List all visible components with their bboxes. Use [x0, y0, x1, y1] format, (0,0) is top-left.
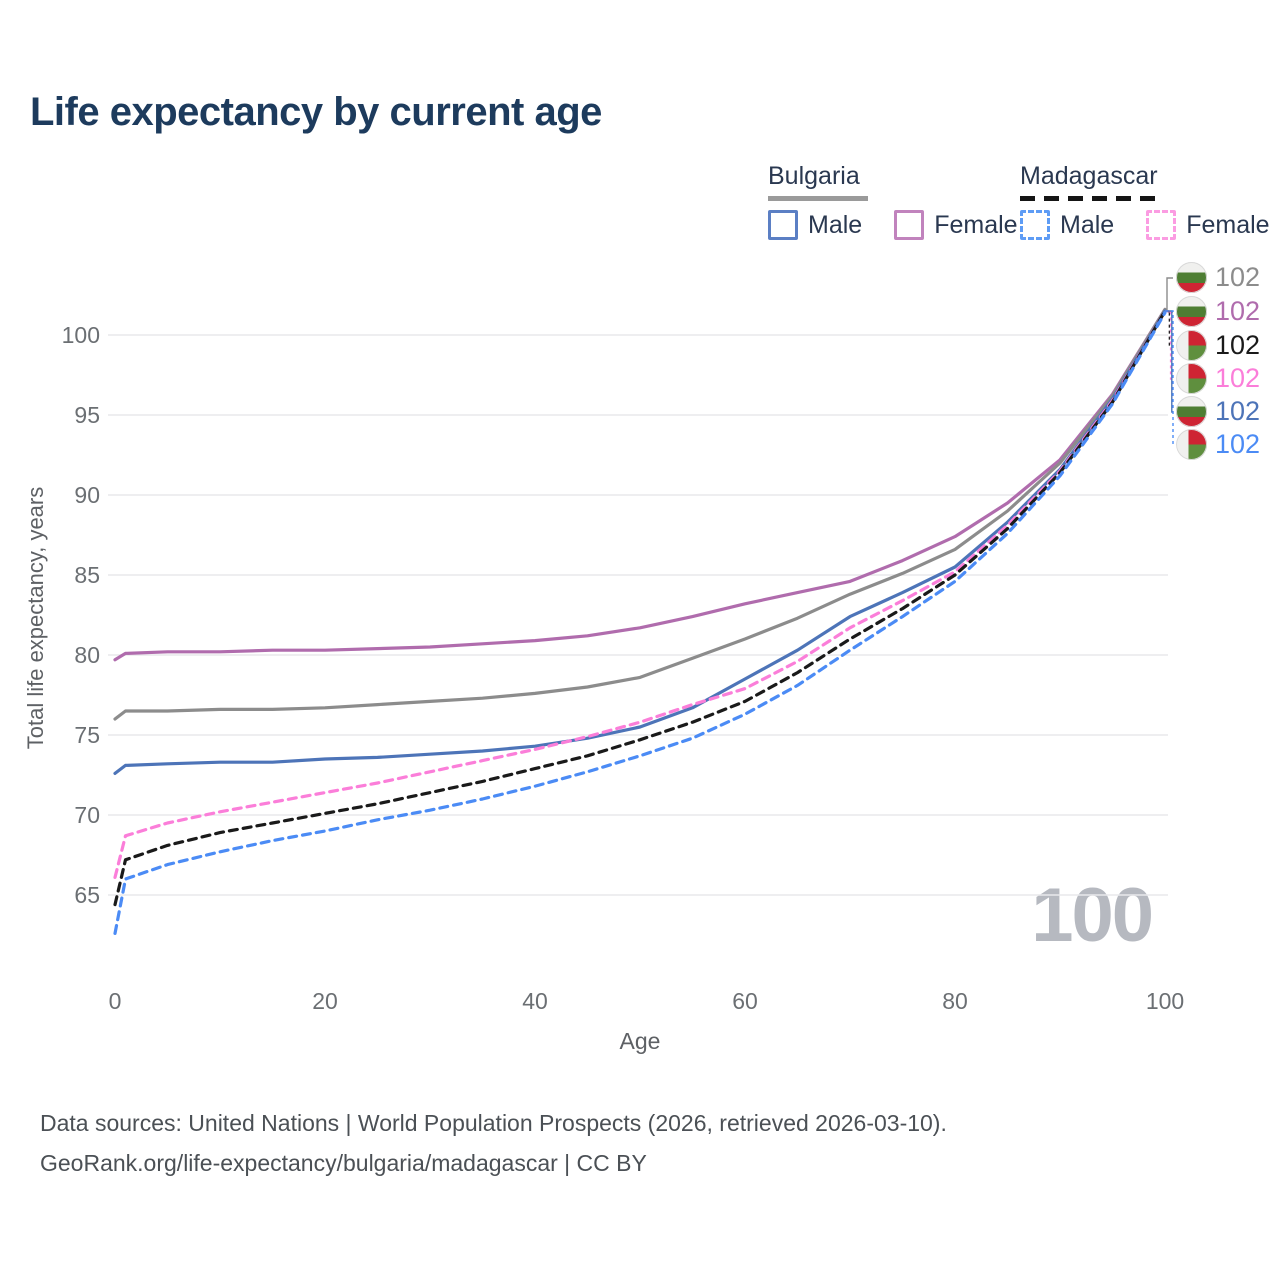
end-label-row-bulgaria_male: 102 [1176, 396, 1260, 427]
attribution-link[interactable]: GeoRank.org/life-expectancy/bulgaria/mad… [40, 1150, 647, 1176]
y-tick-65: 65 [74, 882, 100, 908]
x-tick-60: 60 [732, 988, 758, 1014]
madagascar-flag-icon [1176, 363, 1207, 394]
end-value-bulgaria_female: 102 [1215, 296, 1261, 326]
end-label-row-madagascar_female: 102 [1176, 363, 1260, 394]
line-madagascar_female [113, 309, 1167, 880]
legend-swatch-bulgaria-female[interactable] [894, 210, 925, 240]
madagascar-line-style-swatch [1020, 196, 1160, 201]
end-label-row-bulgaria_total: 102 [1176, 262, 1260, 293]
y-axis-title: Total life expectancy, years [23, 486, 48, 750]
end-value-madagascar_male: 102 [1215, 429, 1261, 459]
legend-group-madagascar: Madagascar Male Female [1020, 162, 1270, 240]
end-value-madagascar_female: 102 [1215, 363, 1261, 393]
x-tick-80: 80 [942, 988, 968, 1014]
y-tick-80: 80 [74, 642, 100, 668]
y-tick-85: 85 [74, 562, 100, 588]
data-sources-note: Data sources: United Nations | World Pop… [40, 1110, 947, 1136]
page-title: Life expectancy by current age [30, 90, 602, 134]
legend-label-bulgaria-female[interactable]: Female [934, 210, 1018, 239]
madagascar-flag-icon [1176, 330, 1207, 361]
end-value-bulgaria_male: 102 [1215, 396, 1261, 426]
x-tick-40: 40 [522, 988, 548, 1014]
y-tick-100: 100 [61, 322, 100, 348]
x-tick-20: 20 [312, 988, 338, 1014]
madagascar-flag-icon [1176, 429, 1207, 460]
legend-label-madagascar-female[interactable]: Female [1186, 210, 1270, 239]
legend-label-bulgaria-male[interactable]: Male [808, 210, 863, 239]
legend-country-bulgaria-label[interactable]: Bulgaria [768, 162, 860, 190]
legend-country-madagascar-label[interactable]: Madagascar [1020, 162, 1158, 190]
y-tick-75: 75 [74, 722, 100, 748]
legend-label-madagascar-male[interactable]: Male [1060, 210, 1115, 239]
y-tick-95: 95 [74, 402, 100, 428]
end-label-row-madagascar_total: 102 [1176, 330, 1260, 361]
y-tick-90: 90 [74, 482, 100, 508]
leader-madagascar_male [1165, 310, 1174, 445]
line-bulgaria_male [113, 309, 1167, 776]
end-value-madagascar_total: 102 [1215, 330, 1261, 360]
legend-swatch-madagascar-female[interactable] [1146, 210, 1177, 240]
leader-bulgaria_total [1165, 277, 1173, 312]
bulgaria-line-style-swatch [768, 196, 868, 201]
age-counter-watermark: 100 [1031, 873, 1154, 958]
legend-swatch-madagascar-male[interactable] [1020, 210, 1050, 240]
y-tick-70: 70 [74, 802, 100, 828]
bulgaria-flag-icon [1176, 296, 1207, 327]
end-value-bulgaria_total: 102 [1215, 262, 1261, 292]
x-tick-100: 100 [1145, 988, 1185, 1014]
line-madagascar_male [113, 311, 1167, 936]
end-label-row-madagascar_male: 102 [1176, 429, 1260, 460]
bulgaria-flag-icon [1176, 396, 1207, 427]
end-label-row-bulgaria_female: 102 [1176, 296, 1260, 327]
legend-group-bulgaria: Bulgaria Male Female [768, 162, 1018, 240]
line-bulgaria_total [113, 307, 1167, 721]
line-bulgaria_female [113, 307, 1167, 662]
line-madagascar_total [113, 309, 1167, 907]
bulgaria-flag-icon [1176, 262, 1207, 293]
x-axis-title: Age [619, 1028, 661, 1054]
x-tick-0: 0 [108, 988, 122, 1014]
legend-swatch-bulgaria-male[interactable] [768, 210, 798, 240]
